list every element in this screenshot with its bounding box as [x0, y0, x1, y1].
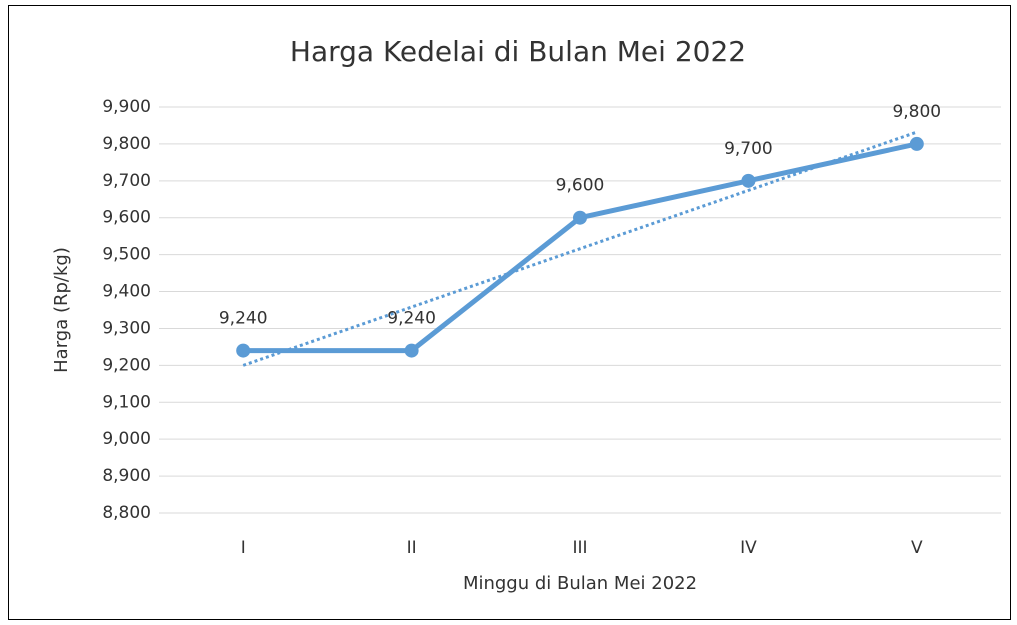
marker [909, 136, 924, 151]
x-tick-label: V [911, 538, 923, 558]
marker [573, 210, 587, 225]
y-tick-label: 9,300 [102, 318, 151, 338]
y-tick-label: 9,000 [102, 429, 151, 449]
data-label: 9,700 [724, 139, 773, 159]
data-label: 9,600 [556, 176, 605, 196]
y-tick-label: 9,400 [102, 282, 151, 302]
chart-border [8, 5, 1011, 620]
marker [236, 343, 251, 358]
y-tick-label: 9,100 [102, 392, 151, 412]
y-tick-label: 9,900 [102, 97, 151, 117]
x-tick-label: IV [740, 538, 757, 558]
data-label: 9,800 [892, 102, 941, 122]
y-tick-label: 8,900 [102, 466, 151, 486]
chart-title: Harga Kedelai di Bulan Mei 2022 [290, 35, 746, 68]
x-tick-label: III [572, 538, 587, 558]
marker [741, 173, 756, 188]
x-axis-label: Minggu di Bulan Mei 2022 [463, 573, 697, 594]
y-tick-label: 9,500 [102, 245, 151, 265]
y-tick-label: 9,700 [102, 171, 151, 191]
y-tick-label: 9,200 [102, 355, 151, 375]
y-tick-label: 9,800 [102, 134, 151, 154]
y-tick-label: 8,800 [102, 503, 151, 523]
data-label: 9,240 [219, 309, 268, 329]
x-tick-label: I [241, 538, 246, 558]
x-tick-label: II [407, 538, 417, 558]
marker [404, 343, 419, 358]
y-axis-label: Harga (Rp/kg) [51, 247, 72, 373]
y-tick-label: 9,600 [102, 208, 151, 228]
data-label: 9,240 [387, 309, 436, 329]
